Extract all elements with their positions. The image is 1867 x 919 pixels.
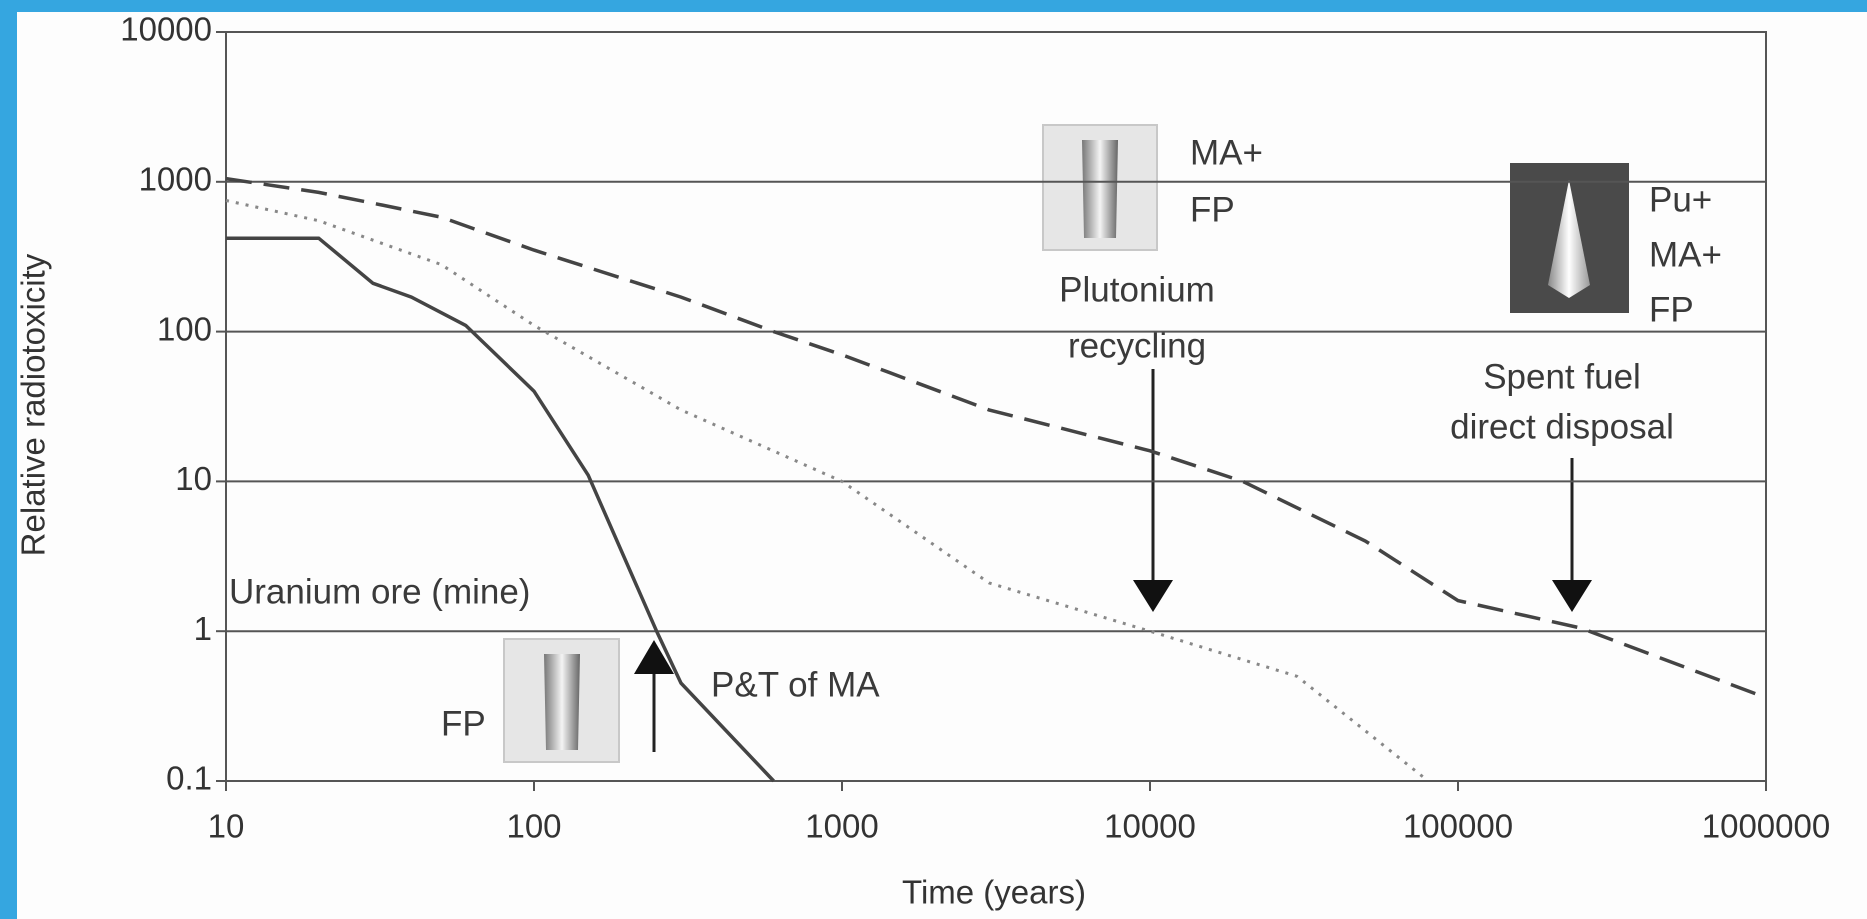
annotation: FP bbox=[1649, 290, 1694, 329]
annotation: recycling bbox=[1068, 326, 1206, 365]
y-tick-label: 1000 bbox=[139, 161, 212, 198]
x-tick-label: 10000 bbox=[1104, 808, 1196, 845]
annotation: P&T of MA bbox=[711, 665, 880, 704]
y-tick-label: 100 bbox=[157, 310, 212, 347]
icon-ma-fp bbox=[1042, 124, 1158, 251]
annotation: direct disposal bbox=[1450, 407, 1674, 446]
y-tick-label: 10 bbox=[175, 460, 212, 497]
series-line bbox=[225, 176, 1767, 700]
annotation: MA+ bbox=[1649, 235, 1722, 274]
x-tick-label: 100000 bbox=[1403, 808, 1513, 845]
y-tick-label: 0.1 bbox=[166, 760, 212, 797]
series-line bbox=[226, 236, 775, 783]
y-axis-label: Relative radiotoxicity bbox=[15, 253, 52, 556]
y-tick-label: 1 bbox=[194, 610, 212, 647]
x-tick-label: 10 bbox=[208, 808, 245, 845]
annotation: Uranium ore (mine) bbox=[229, 572, 530, 611]
annotation: MA+ bbox=[1190, 133, 1263, 172]
annotation: Plutonium bbox=[1059, 270, 1215, 309]
x-axis-label: Time (years) bbox=[902, 874, 1086, 911]
annotation: Pu+ bbox=[1649, 180, 1712, 219]
annotation: FP bbox=[441, 704, 486, 743]
annotation: Spent fuel bbox=[1483, 357, 1641, 396]
x-tick-label: 100 bbox=[506, 808, 561, 845]
icon-pu-ma-fp bbox=[1510, 163, 1629, 313]
icon-fp bbox=[503, 638, 620, 763]
annotation: FP bbox=[1190, 190, 1235, 229]
y-tick-label: 10000 bbox=[120, 11, 212, 48]
arrows bbox=[634, 369, 1592, 752]
x-tick-label: 1000000 bbox=[1702, 808, 1830, 845]
x-tick-label: 1000 bbox=[805, 808, 878, 845]
